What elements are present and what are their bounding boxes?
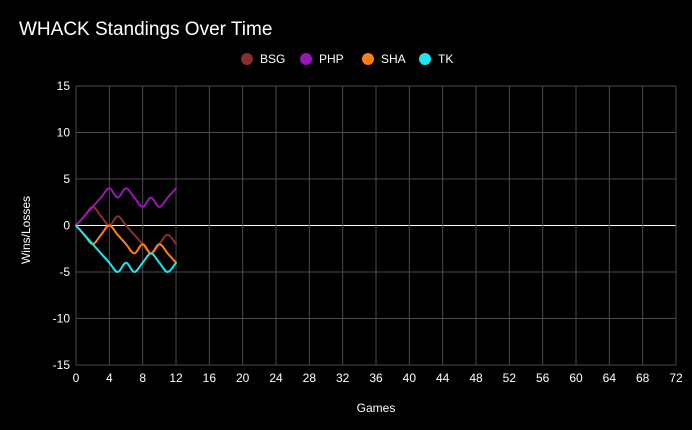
series-line-sha <box>75 224 177 264</box>
x-tick-label: 72 <box>669 371 683 385</box>
y-tick-label: 0 <box>63 219 70 233</box>
y-tick-label: -10 <box>53 312 71 326</box>
x-tick-label: 44 <box>436 371 450 385</box>
x-tick-label: 64 <box>603 371 617 385</box>
x-tick-label: 16 <box>203 371 217 385</box>
y-axis-label: Wins/Losses <box>19 196 33 264</box>
grid <box>75 85 677 366</box>
x-tick-label: 52 <box>503 371 517 385</box>
legend-label: PHP <box>319 52 344 66</box>
legend: BSG PHP SHA TK <box>241 52 453 66</box>
legend-item: SHA <box>362 52 406 66</box>
y-tick-label: 10 <box>57 126 71 140</box>
x-tick-label: 40 <box>403 371 417 385</box>
y-tick-label: 5 <box>63 172 70 186</box>
x-tick-label: 36 <box>369 371 383 385</box>
x-tick-label: 60 <box>569 371 583 385</box>
x-tick-label: 28 <box>303 371 317 385</box>
y-axis-ticks: 15 10 5 0 -5 -10 -15 <box>53 79 71 372</box>
x-tick-label: 0 <box>73 371 80 385</box>
series-line-tk <box>75 224 177 273</box>
legend-label: BSG <box>260 52 285 66</box>
legend-marker <box>300 53 312 65</box>
x-axis-label: Games <box>357 401 396 415</box>
legend-item: PHP <box>300 52 344 66</box>
x-axis-ticks: 0 4 8 12 16 20 24 28 32 36 40 44 48 52 56 60 64 68 72 <box>73 371 683 385</box>
series-lines <box>75 187 177 273</box>
x-tick-label: 32 <box>336 371 350 385</box>
series-line-bsg <box>75 205 177 255</box>
chart-title: WHACK Standings Over Time <box>19 19 272 40</box>
y-tick-label: 15 <box>57 79 71 93</box>
legend-item: BSG <box>241 52 285 66</box>
legend-label: SHA <box>381 52 406 66</box>
x-tick-label: 68 <box>636 371 650 385</box>
x-tick-label: 48 <box>469 371 483 385</box>
y-tick-label: -15 <box>53 358 71 372</box>
x-tick-label: 8 <box>139 371 146 385</box>
legend-marker <box>419 53 431 65</box>
series-line-php <box>75 187 177 227</box>
x-tick-label: 20 <box>236 371 250 385</box>
legend-marker <box>362 53 374 65</box>
legend-label: TK <box>438 52 453 66</box>
x-tick-label: 4 <box>106 371 113 385</box>
legend-marker <box>241 53 253 65</box>
legend-item: TK <box>419 52 453 66</box>
y-tick-label: -5 <box>59 265 70 279</box>
x-tick-label: 56 <box>536 371 550 385</box>
x-tick-label: 12 <box>169 371 183 385</box>
x-tick-label: 24 <box>269 371 283 385</box>
